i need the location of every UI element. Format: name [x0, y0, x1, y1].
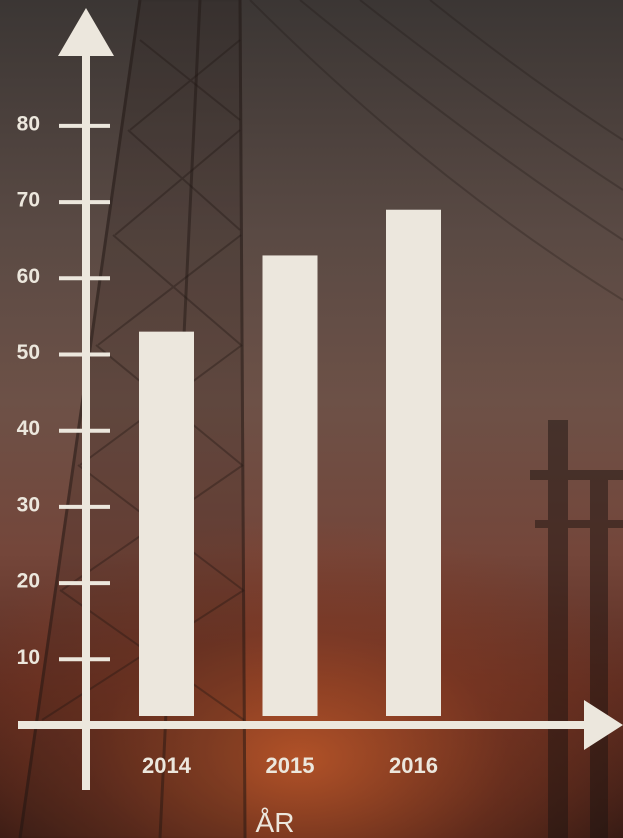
y-ticks: 10 20 30 40 50 60 70 80 [17, 112, 110, 669]
y-axis-arrowhead [58, 8, 114, 56]
bars [139, 209, 441, 716]
bar-2016 [386, 209, 441, 716]
bar-2015 [262, 255, 318, 716]
y-tick-label-50: 50 [17, 341, 40, 364]
x-tick-label-2014: 2014 [142, 753, 192, 778]
y-tick-label-10: 10 [17, 646, 40, 669]
y-tick-label-80: 80 [17, 112, 40, 135]
y-tick-label-30: 30 [17, 493, 40, 516]
y-tick-label-40: 40 [17, 417, 40, 440]
bar-2014 [139, 331, 194, 716]
x-axis-label: ÅR [256, 807, 295, 838]
axes [18, 8, 623, 790]
x-tick-label-2016: 2016 [389, 753, 438, 778]
x-axis-arrowhead [584, 700, 623, 750]
x-tick-labels: 2014 2015 2016 [142, 753, 438, 778]
y-tick-label-70: 70 [17, 189, 40, 212]
x-tick-label-2015: 2015 [266, 753, 315, 778]
y-tick-label-20: 20 [17, 570, 40, 593]
y-tick-label-60: 60 [17, 265, 40, 288]
